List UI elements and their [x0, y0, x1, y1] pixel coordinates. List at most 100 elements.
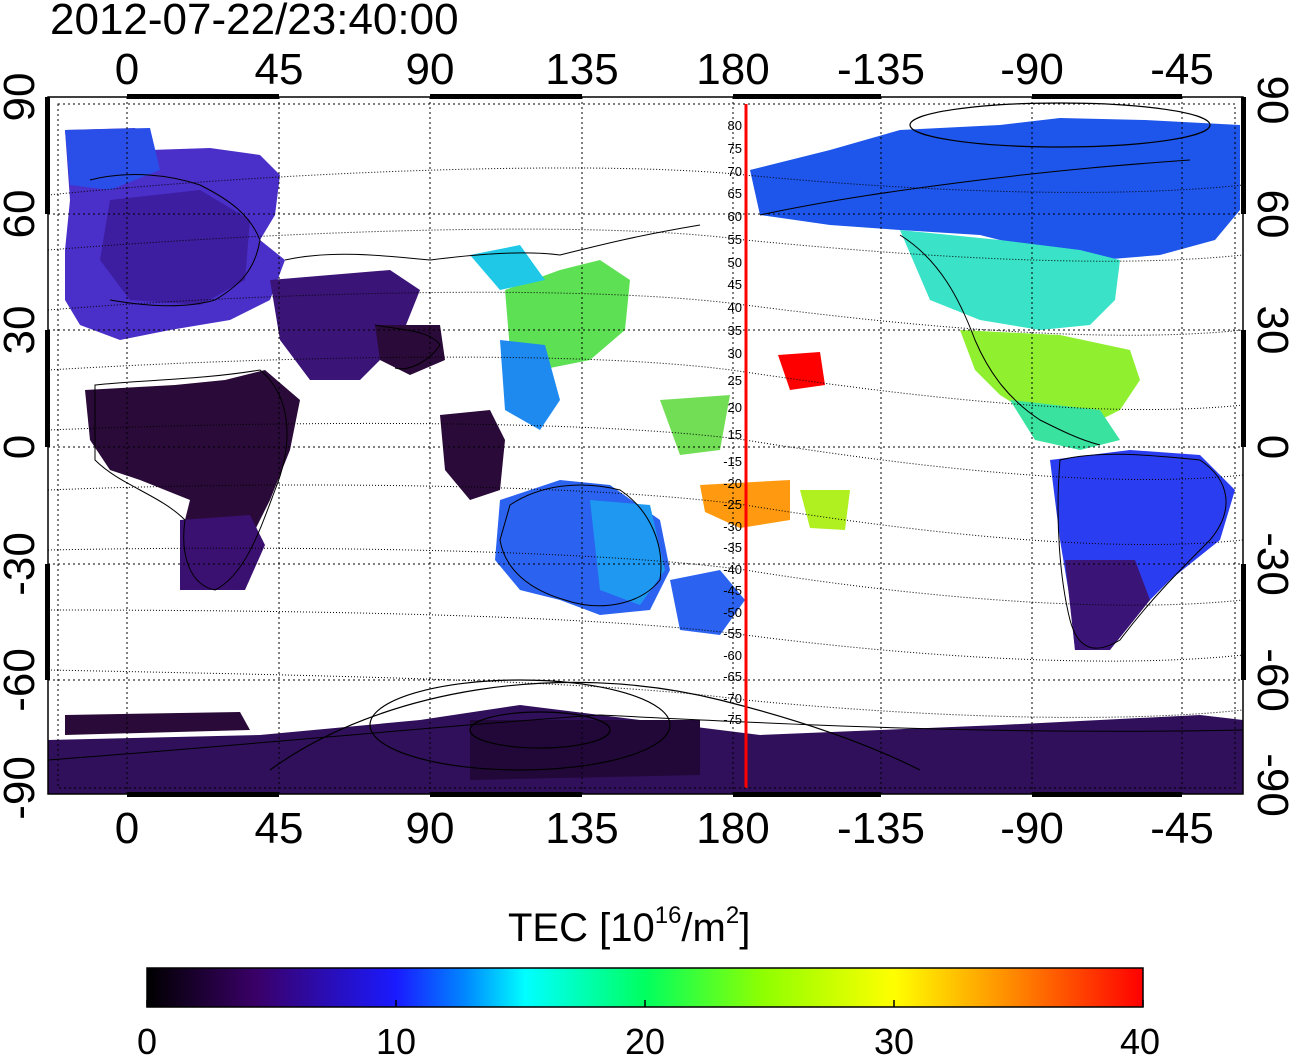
right-lat-tick: 0 — [1248, 435, 1292, 459]
tec-region-pacific — [660, 395, 730, 455]
left-lat-tick: 90 — [0, 73, 44, 122]
tec-region-usa — [900, 230, 1120, 330]
colorbar-title-unit: /m — [681, 906, 726, 950]
frame-tick-bars — [45, 94, 1246, 797]
colorbar-title-exponent-2: 2 — [725, 902, 740, 929]
left-lat-tick: 0 — [0, 435, 44, 459]
tec-region-new-zealand — [670, 570, 745, 635]
mlat-label: -15 — [723, 454, 742, 469]
mlat-label: -55 — [723, 626, 742, 641]
tec-region-antarctica-core — [470, 720, 700, 780]
mlat-label: 35 — [728, 323, 742, 338]
mlat-label: 65 — [728, 186, 742, 201]
tec-region-south-africa — [180, 515, 265, 590]
top-lon-tick: -135 — [837, 45, 925, 94]
right-lat-tick: -90 — [1248, 753, 1292, 817]
tec-region-australia-east — [590, 500, 665, 605]
tec-region-east-asia — [505, 260, 630, 370]
tec-data-regions — [48, 118, 1243, 794]
mlat-label: 60 — [728, 209, 742, 224]
left-lat-tick: 30 — [0, 306, 44, 355]
top-lon-tick: 90 — [406, 45, 455, 94]
top-lon-tick: 0 — [115, 45, 139, 94]
top-lon-tick: -90 — [1000, 45, 1064, 94]
left-lat-tick: -90 — [0, 756, 44, 820]
magnetic-latitude-contours — [48, 167, 1243, 718]
right-lat-tick: 90 — [1248, 76, 1292, 125]
colorbar-title-close: ] — [739, 906, 751, 950]
mlat-label: -50 — [723, 605, 742, 620]
colorbar-tick: 30 — [874, 1021, 914, 1057]
mlat-label: 15 — [728, 427, 742, 442]
mlat-label: 75 — [728, 141, 742, 156]
tec-region-hawaii — [778, 352, 825, 390]
tec-region-siberia — [470, 245, 545, 290]
colorbar-title-exponent: 16 — [654, 902, 682, 929]
coastlines — [48, 159, 1243, 761]
mlat-label: 80 — [728, 118, 742, 133]
bottom-lon-tick: 90 — [406, 804, 455, 853]
top-lon-tick: 180 — [696, 45, 769, 94]
colorbar-tick: 10 — [376, 1021, 416, 1057]
top-lon-tick: 45 — [255, 45, 304, 94]
bottom-lon-tick: 0 — [115, 804, 139, 853]
bottom-lon-tick: -90 — [1000, 804, 1064, 853]
tec-region-canada — [750, 118, 1240, 260]
left-lat-tick: -60 — [0, 648, 44, 712]
mlat-label: 25 — [728, 373, 742, 388]
tec-region-philippines — [500, 340, 560, 430]
mlat-label: 70 — [728, 164, 742, 179]
mlat-label: -70 — [723, 691, 742, 706]
right-lat-tick: -60 — [1248, 648, 1292, 712]
tec-region-indonesia — [440, 410, 505, 500]
top-longitude-ticks: 0 45 90 135 180 -135 -90 -45 — [115, 45, 1214, 94]
tec-region-central-america — [1010, 400, 1120, 450]
colorbar-title: TEC [1016/m2] — [508, 904, 750, 952]
mlat-label: -45 — [723, 583, 742, 598]
tec-region-patagonia — [1065, 560, 1150, 650]
mlat-label: -20 — [723, 476, 742, 491]
tec-region-mexico — [960, 330, 1140, 425]
mlat-labels: 80 75 70 65 60 55 50 45 40 35 30 25 20 15 -15 -20 -25 -30… — [723, 118, 742, 727]
colorbar-tick: 40 — [1120, 1021, 1160, 1057]
map-timestamp-title: 2012-07-22/23:40:00 — [50, 0, 459, 44]
bottom-lon-tick: 45 — [255, 804, 304, 853]
mlat-label: -30 — [723, 519, 742, 534]
auroral-oval-contours — [269, 102, 1211, 771]
top-lon-tick: -45 — [1150, 45, 1214, 94]
right-latitude-ticks: 90 60 30 0 -30 -60 -90 — [1248, 76, 1292, 817]
right-lat-tick: 60 — [1248, 190, 1292, 239]
right-lat-tick: -30 — [1248, 532, 1292, 596]
mlat-label: -35 — [723, 540, 742, 555]
mlat-label: -60 — [723, 648, 742, 663]
colorbar-tick-labels: 0 10 20 30 40 — [137, 1021, 1160, 1057]
lat-lon-grid — [48, 97, 1243, 794]
mlat-label: 30 — [728, 346, 742, 361]
mlat-label: 45 — [728, 277, 742, 292]
mlat-label: -40 — [723, 562, 742, 577]
mlat-label: -65 — [723, 669, 742, 684]
left-lat-tick: 60 — [0, 190, 44, 239]
bottom-lon-tick: -45 — [1150, 804, 1214, 853]
colorbar-title-main: TEC [10 — [508, 906, 655, 950]
bottom-lon-tick: 135 — [545, 804, 618, 853]
map-inner-frame — [57, 103, 1236, 789]
left-latitude-ticks: 90 60 30 0 -30 -60 -90 — [0, 73, 44, 820]
mlat-label: -25 — [723, 497, 742, 512]
right-lat-tick: 30 — [1248, 306, 1292, 355]
mlat-label: 40 — [728, 300, 742, 315]
bottom-lon-tick: -135 — [837, 804, 925, 853]
tec-region-south-ocean-strip — [65, 712, 250, 735]
mlat-label: -75 — [723, 712, 742, 727]
bottom-longitude-ticks: 0 45 90 135 180 -135 -90 -45 — [115, 804, 1214, 853]
top-lon-tick: 135 — [545, 45, 618, 94]
colorbar-tick-marks — [146, 1000, 1144, 1007]
tec-region-south-pacific — [800, 490, 850, 530]
tec-region-india — [375, 325, 445, 375]
mlat-label: 20 — [728, 400, 742, 415]
bottom-lon-tick: 180 — [696, 804, 769, 853]
colorbar-tick: 0 — [137, 1021, 157, 1057]
left-lat-tick: -30 — [0, 532, 44, 596]
mlat-label: 55 — [728, 232, 742, 247]
